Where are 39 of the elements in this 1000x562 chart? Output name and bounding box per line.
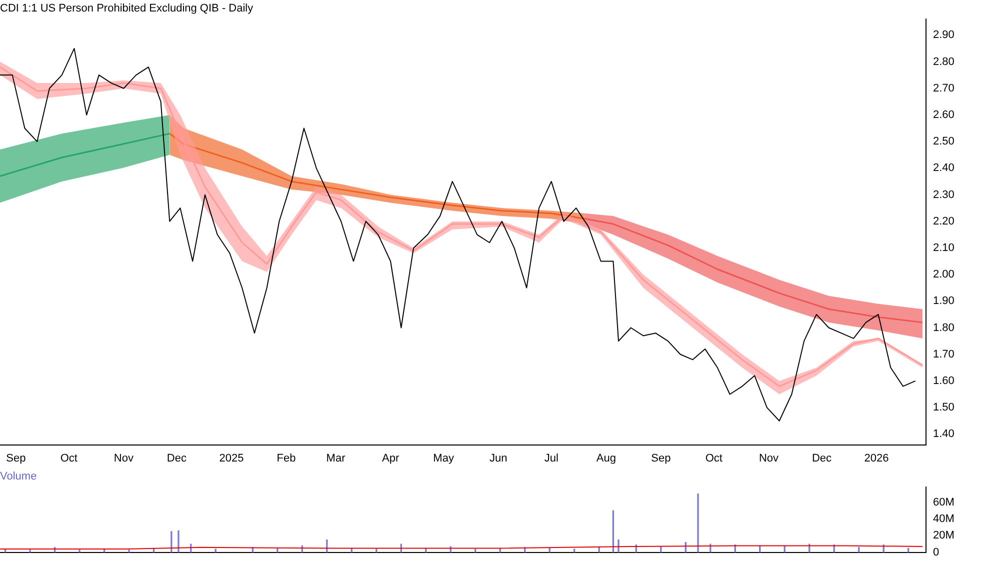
y-tick-label: 2.30 [933,188,954,201]
chart-title: CDI 1:1 US Person Prohibited Excluding QIB - Daily [0,2,254,15]
x-tick-label: Dec [812,452,832,464]
y-tick-label: 2.70 [933,82,954,94]
y-tick-label: 1.80 [933,322,954,334]
x-tick-label: Feb [276,452,296,464]
y-tick-label: 40M [933,512,954,525]
y-tick-label: 2.80 [933,56,954,68]
x-tick-label: Jul [544,452,558,464]
y-tick-label: 0 [933,546,940,558]
y-tick-label: 2.60 [933,108,954,121]
x-tick-label: May [433,452,454,464]
x-tick-label: 2025 [219,452,244,464]
x-tick-label: Nov [758,452,779,464]
y-tick-label: 20M [933,530,954,542]
x-tick-label: 2026 [864,452,889,464]
y-tick-label: 2.50 [933,136,954,148]
x-tick-label: Oct [705,452,722,464]
y-tick-label: 1.90 [933,295,954,308]
x-tick-label: Nov [114,452,134,464]
y-tick-label: 1.40 [933,428,954,440]
x-tick-label: Sep [6,452,26,464]
x-tick-label: Sep [651,452,671,464]
y-tick-label: 1.60 [933,374,954,387]
y-tick-label: 60M [933,496,954,508]
y-tick-label: 1.50 [933,402,954,414]
y-tick-label: 2.40 [933,162,954,174]
x-tick-label: Oct [60,452,78,464]
y-tick-label: 2.00 [933,268,954,281]
x-tick-label: Mar [326,452,346,464]
y-tick-label: 2.90 [933,29,954,42]
x-tick-label: Jun [489,452,508,464]
chart-title: Volume [0,470,37,483]
y-tick-label: 2.20 [933,215,954,228]
y-tick-label: 2.10 [933,242,954,254]
x-tick-label: Aug [596,452,616,464]
x-tick-label: Dec [166,452,187,464]
y-tick-label: 1.70 [933,348,954,360]
x-tick-label: Apr [382,452,400,464]
